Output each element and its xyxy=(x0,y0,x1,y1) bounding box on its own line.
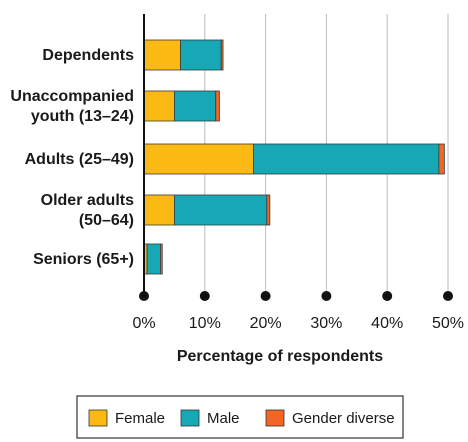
bar-segment xyxy=(143,90,175,122)
category-label: Unaccompanied xyxy=(10,88,134,105)
category-labels: Dependents Unaccompanied youth (13–24) Adul… xyxy=(10,47,134,268)
legend-swatch xyxy=(265,409,285,427)
legend-label: Male xyxy=(207,410,240,427)
legend-label: Gender diverse xyxy=(292,410,395,427)
bar-segment xyxy=(266,194,271,226)
bar-segment xyxy=(143,39,181,71)
x-tick-dot xyxy=(260,291,271,301)
bar-segment xyxy=(146,243,161,275)
bar-segment xyxy=(160,243,163,275)
category-label: Adults (25–49) xyxy=(25,151,134,168)
x-tick-label: 20% xyxy=(250,315,282,332)
x-tick-dot xyxy=(443,291,453,301)
bar-segment xyxy=(173,90,217,122)
x-tick-label: 50% xyxy=(432,315,464,332)
bar-group xyxy=(143,39,445,275)
bar-segment xyxy=(215,90,220,122)
x-tick-label: 10% xyxy=(189,315,221,332)
bar-segment xyxy=(253,143,440,175)
x-axis-title: Percentage of respondents xyxy=(177,348,383,365)
x-tick-dot xyxy=(382,291,393,301)
category-label: Dependents xyxy=(42,47,134,64)
x-tick-dot xyxy=(199,291,210,301)
bar-segment xyxy=(180,39,222,71)
category-label: (50–64) xyxy=(79,212,134,229)
x-tick-dot xyxy=(321,291,332,301)
x-tick-label: 30% xyxy=(310,315,342,332)
x-tick-label: 40% xyxy=(371,315,403,332)
legend-label: Female xyxy=(115,410,165,427)
bar-segment xyxy=(173,194,268,226)
legend-swatch xyxy=(180,409,200,427)
bar-segment xyxy=(220,39,224,71)
bar-segment xyxy=(143,143,254,175)
category-label: youth (13–24) xyxy=(31,108,134,125)
legend: Female Male Gender diverse xyxy=(76,395,404,439)
legend-swatch xyxy=(88,409,108,427)
category-label: Seniors (65+) xyxy=(33,251,134,268)
x-tick-label: 0% xyxy=(132,315,155,332)
bar-segment xyxy=(438,143,445,175)
category-label: Older adults xyxy=(41,192,134,209)
x-tick-labels: 0% 10% 20% 30% 40% 50% xyxy=(132,315,464,332)
bar-segment xyxy=(143,194,175,226)
legend-box xyxy=(76,395,404,439)
